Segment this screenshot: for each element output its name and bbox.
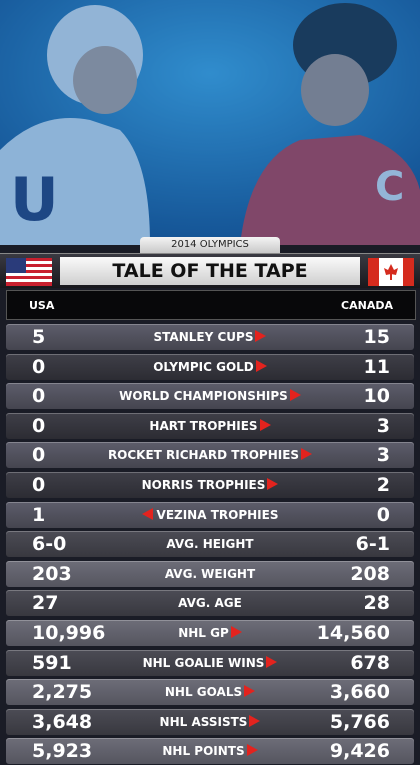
stat-row: 0 OLYMPIC GOLD 11 <box>6 353 414 380</box>
stat-row: 203 AVG. WEIGHT 208 <box>6 560 414 587</box>
stat-label-cell: AVG. WEIGHT <box>106 561 314 587</box>
advantage-arrow <box>266 655 278 668</box>
stat-row: 6-0 AVG. HEIGHT 6-1 <box>6 531 414 558</box>
advantage-arrow <box>230 626 242 638</box>
stat-label: HART TROPHIES <box>149 418 258 433</box>
stat-label: WORLD CHAMPIONSHIPS <box>119 389 288 404</box>
advantage-arrow <box>249 714 261 727</box>
stat-label: AVG. AGE <box>178 596 242 611</box>
advantage-arrow <box>255 330 267 342</box>
usa-value: 5,923 <box>32 740 93 763</box>
svg-text:C: C <box>375 164 404 210</box>
stat-label: STANLEY CUPS <box>153 330 254 344</box>
canada-value: 678 <box>350 651 390 674</box>
usa-value: 591 <box>32 651 72 674</box>
usa-value: 0 <box>32 355 46 378</box>
stat-label-cell: VEZINA TROPHIES <box>106 502 314 528</box>
stat-row: 5,923 NHL POINTS 9,426 <box>6 738 414 765</box>
stat-row: 27 AVG. AGE 28 <box>6 590 414 617</box>
stat-label: AVG. WEIGHT <box>164 566 256 581</box>
advantage-arrow <box>141 507 153 520</box>
stat-row: 0 NORRIS TROPHIES 2 <box>6 472 414 498</box>
title-bar: TALE OF THE TAPE <box>0 253 420 288</box>
stat-label-cell: OLYMPIC GOLD <box>106 354 314 380</box>
stat-label-cell: NHL ASSISTS <box>106 709 314 735</box>
usa-flag <box>6 258 52 286</box>
usa-value: 2,275 <box>32 681 93 704</box>
stat-row: 1 VEZINA TROPHIES 0 <box>6 501 414 528</box>
stat-row: 0 ROCKET RICHARD TROPHIES 3 <box>6 442 414 469</box>
canada-value: 2 <box>376 474 390 496</box>
right-team: CANADA <box>341 299 393 312</box>
advantage-arrow <box>244 685 256 698</box>
stat-row: 2,275 NHL GOALS 3,660 <box>6 679 414 706</box>
stat-label-cell: AVG. HEIGHT <box>106 531 314 557</box>
stat-label-cell: WORLD CHAMPIONSHIPS <box>106 383 314 409</box>
advantage-arrow <box>259 418 271 431</box>
stat-label: ROCKET RICHARD TROPHIES <box>107 448 300 463</box>
stat-label-cell: HART TROPHIES <box>106 413 314 439</box>
advantage-arrow <box>301 448 313 461</box>
canada-value: 11 <box>363 355 390 378</box>
canada-value: 15 <box>363 326 390 348</box>
usa-value: 0 <box>32 385 46 408</box>
usa-value: 1 <box>32 503 46 526</box>
stat-label: AVG. HEIGHT <box>166 537 254 552</box>
stat-row: 5 STANLEY CUPS 15 <box>6 324 414 350</box>
advantage-arrow <box>255 359 267 372</box>
stat-label: VEZINA TROPHIES <box>156 507 279 522</box>
stat-label: NHL GP <box>178 626 229 640</box>
usa-value: 10,996 <box>32 622 106 644</box>
usa-value: 6-0 <box>32 533 67 556</box>
advantage-arrow <box>289 389 301 402</box>
stat-label: OLYMPIC GOLD <box>153 359 254 374</box>
stat-row: 0 HART TROPHIES 3 <box>6 412 414 439</box>
stat-label: NHL ASSISTS <box>159 714 248 729</box>
stat-label: NHL GOALS <box>164 685 243 700</box>
canada-value: 3 <box>376 444 390 467</box>
stat-row: 591 NHL GOALIE WINS 678 <box>6 649 414 676</box>
canada-value: 3 <box>376 414 390 437</box>
stat-label: NHL GOALIE WINS <box>142 655 265 670</box>
stat-label-cell: NHL GP <box>106 620 314 646</box>
canada-value: 0 <box>376 503 390 526</box>
advantage-arrow <box>267 478 279 490</box>
stat-label: NORRIS TROPHIES <box>141 478 266 492</box>
stat-label-cell: ROCKET RICHARD TROPHIES <box>106 442 314 468</box>
canada-value: 208 <box>350 562 390 585</box>
canada-value: 6-1 <box>355 533 390 556</box>
svg-text:U: U <box>10 165 59 235</box>
canada-flag <box>368 258 414 286</box>
stat-label-cell: STANLEY CUPS <box>106 324 314 350</box>
advantage-arrow <box>246 744 258 757</box>
stat-row: 10,996 NHL GP 14,560 <box>6 620 414 646</box>
usa-value: 5 <box>32 326 46 348</box>
stat-label-cell: NHL POINTS <box>106 738 314 764</box>
stat-row: 0 WORLD CHAMPIONSHIPS 10 <box>6 383 414 410</box>
canada-value: 9,426 <box>329 740 390 763</box>
usa-value: 3,648 <box>32 710 93 733</box>
player-photo: U C <box>0 0 420 245</box>
stat-label: NHL POINTS <box>162 744 245 759</box>
canada-value: 3,660 <box>329 681 390 704</box>
canada-value: 28 <box>363 592 390 615</box>
stat-label-cell: NHL GOALIE WINS <box>106 650 314 676</box>
stat-label-cell: NORRIS TROPHIES <box>106 472 314 498</box>
usa-value: 0 <box>32 444 46 467</box>
title: TALE OF THE TAPE <box>60 257 360 285</box>
canada-value: 10 <box>363 385 390 408</box>
usa-value: 0 <box>32 474 46 496</box>
usa-value: 203 <box>32 562 72 585</box>
stat-label-cell: AVG. AGE <box>106 590 314 616</box>
canada-value: 14,560 <box>316 622 390 644</box>
canada-value: 5,766 <box>329 710 390 733</box>
usa-value: 0 <box>32 414 46 437</box>
left-team: USA <box>29 299 55 312</box>
column-header: USA CANADA <box>6 290 416 320</box>
stat-row: 3,648 NHL ASSISTS 5,766 <box>6 708 414 735</box>
stat-label-cell: NHL GOALS <box>106 679 314 705</box>
usa-value: 27 <box>32 592 59 615</box>
event-label: 2014 OLYMPICS <box>140 237 280 253</box>
